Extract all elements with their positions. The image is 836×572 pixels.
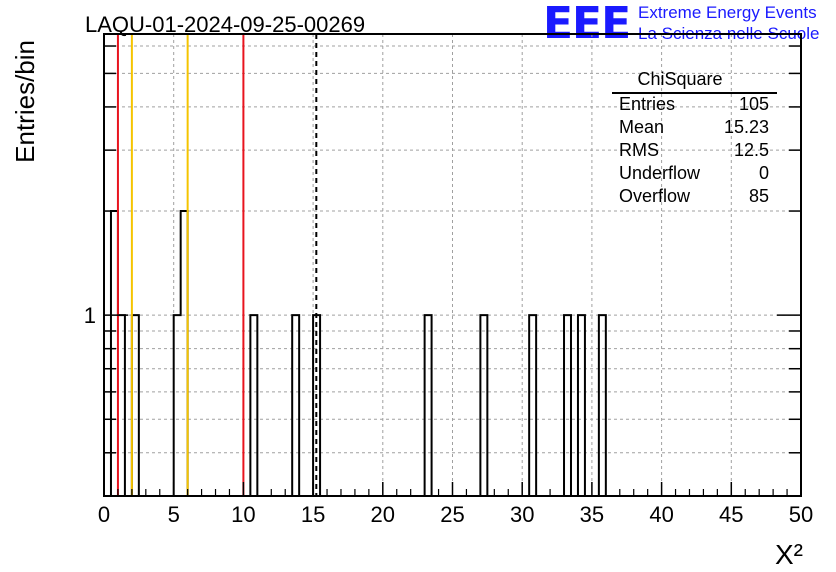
stats-value-underflow: 0 bbox=[759, 163, 769, 183]
stats-label-entries: Entries bbox=[619, 94, 675, 114]
grid bbox=[104, 34, 801, 496]
stats-label-rms: RMS bbox=[619, 140, 659, 160]
stats-label-underflow: Underflow bbox=[619, 163, 701, 183]
logo-line-1: Extreme Energy Events bbox=[638, 3, 817, 22]
x-tick-label: 40 bbox=[649, 502, 673, 527]
axis-ticks bbox=[103, 45, 802, 496]
x-axis-label: X² bbox=[775, 539, 803, 570]
x-tick-label: 5 bbox=[168, 502, 180, 527]
x-tick-label: 45 bbox=[719, 502, 743, 527]
stats-box: ChiSquare Entries 105 Mean 15.23 RMS 12.… bbox=[612, 69, 777, 206]
x-tick-label: 50 bbox=[789, 502, 813, 527]
x-tick-label: 20 bbox=[371, 502, 395, 527]
x-tick-label: 10 bbox=[231, 502, 255, 527]
stats-value-overflow: 85 bbox=[749, 186, 769, 206]
x-tick-label: 35 bbox=[580, 502, 604, 527]
stats-value-mean: 15.23 bbox=[724, 117, 769, 137]
stats-value-entries: 105 bbox=[739, 94, 769, 114]
stats-value-rms: 12.5 bbox=[734, 140, 769, 160]
stats-label-mean: Mean bbox=[619, 117, 664, 137]
y-tick-label: 1 bbox=[84, 303, 96, 328]
stats-box-title: ChiSquare bbox=[637, 69, 722, 89]
eee-logo: EEE bbox=[543, 0, 631, 49]
reference-lines bbox=[116, 34, 318, 496]
x-tick-label: 15 bbox=[301, 502, 325, 527]
x-tick-label: 30 bbox=[510, 502, 534, 527]
chart-title: LAQU-01-2024-09-25-00269 bbox=[85, 12, 365, 37]
x-tick-label: 25 bbox=[440, 502, 464, 527]
x-tick-label: 0 bbox=[98, 502, 110, 527]
y-axis-label: Entries/bin bbox=[10, 40, 40, 163]
axis-tick-labels: 0 5 10 15 20 25 30 35 40 45 50 1 bbox=[84, 303, 813, 527]
stats-label-overflow: Overflow bbox=[619, 186, 691, 206]
